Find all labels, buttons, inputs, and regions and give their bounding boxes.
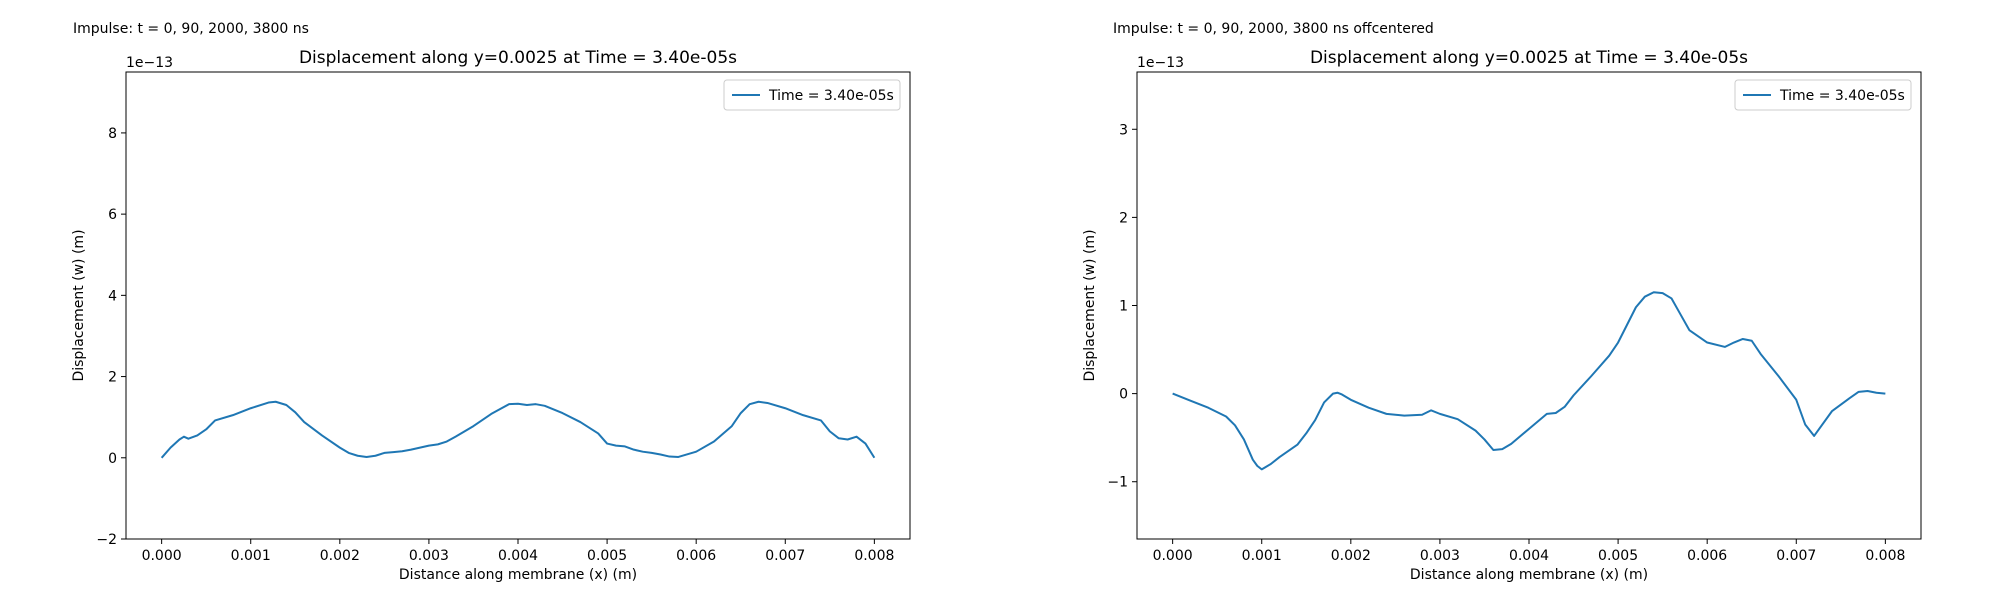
right-legend-box [1734, 79, 1912, 111]
right-x-tick-label: 0.005 [1598, 548, 1638, 564]
left-x-tick-label: 0.005 [587, 548, 627, 564]
right-x-tick-label: 0.002 [1331, 548, 1371, 564]
right-x-tick-label: 0.007 [1776, 548, 1816, 564]
right-chart-title: Displacement along y=0.0025 at Time = 3.… [1310, 48, 1748, 68]
right-x-tick-label: 0.006 [1687, 548, 1727, 564]
left-chart-panel: Impulse: t = 0, 90, 2000, 3800 ns Displa… [71, 21, 911, 583]
left-y-tick-label: 8 [108, 126, 117, 142]
left-x-tick-label: 0.008 [854, 548, 894, 564]
left-y-tick-label: 2 [108, 370, 117, 386]
right-chart: Displacement along y=0.0025 at Time = 3.… [1082, 48, 1922, 583]
left-y-tick-label: 0 [108, 451, 117, 467]
left-x-axis-label: Distance along membrane (x) (m) [399, 567, 637, 583]
right-y-tick-label: 3 [1119, 122, 1128, 138]
left-chart: Displacement along y=0.0025 at Time = 3.… [71, 48, 911, 583]
left-x-tick-label: 0.004 [498, 548, 538, 564]
left-y-tick-label: 4 [108, 288, 117, 304]
right-y-tick-label: 2 [1119, 210, 1128, 226]
right-x-tick-label: 0.004 [1509, 548, 1549, 564]
left-x-tick-label: 0.001 [231, 548, 271, 564]
right-x-axis-label: Distance along membrane (x) (m) [1410, 567, 1648, 583]
right-chart-panel: Impulse: t = 0, 90, 2000, 3800 ns offcen… [1000, 0, 2000, 600]
left-legend-label: Time = 3.40e-05s [768, 88, 894, 104]
left-suptitle: Impulse: t = 0, 90, 2000, 3800 ns [73, 21, 309, 37]
left-x-tick-label: 0.006 [676, 548, 716, 564]
left-y-axis-label: Displacement (w) (m) [71, 229, 87, 381]
left-y-tick-label: 6 [108, 207, 117, 223]
left-x-tick-label: 0.003 [409, 548, 449, 564]
left-axes-frame [125, 71, 911, 540]
left-x-tick-label: 0.007 [765, 548, 805, 564]
right-suptitle: Impulse: t = 0, 90, 2000, 3800 ns offcen… [1113, 21, 1434, 37]
left-x-tick-label: 0.000 [142, 548, 182, 564]
left-y-tick-label: −2 [96, 532, 117, 548]
right-y-tick-label: 1 [1119, 299, 1128, 315]
right-axes-frame [1136, 71, 1922, 540]
right-x-tick-label: 0.008 [1865, 548, 1905, 564]
left-legend-box [723, 79, 901, 111]
right-y-tick-label: 0 [1119, 387, 1128, 403]
right-series-line-0 [1172, 291, 1886, 471]
right-x-tick-label: 0.003 [1420, 548, 1460, 564]
right-offset-label: 1e−13 [1137, 55, 1184, 71]
left-chart-title: Displacement along y=0.0025 at Time = 3.… [299, 48, 737, 68]
left-offset-label: 1e−13 [126, 55, 173, 71]
right-legend-label: Time = 3.40e-05s [1779, 88, 1905, 104]
left-series-line-0 [160, 400, 876, 459]
right-x-tick-label: 0.000 [1153, 548, 1193, 564]
left-x-tick-label: 0.002 [320, 548, 360, 564]
right-y-tick-label: −1 [1107, 475, 1128, 491]
right-y-axis-label: Displacement (w) (m) [1082, 229, 1098, 381]
right-x-tick-label: 0.001 [1242, 548, 1282, 564]
